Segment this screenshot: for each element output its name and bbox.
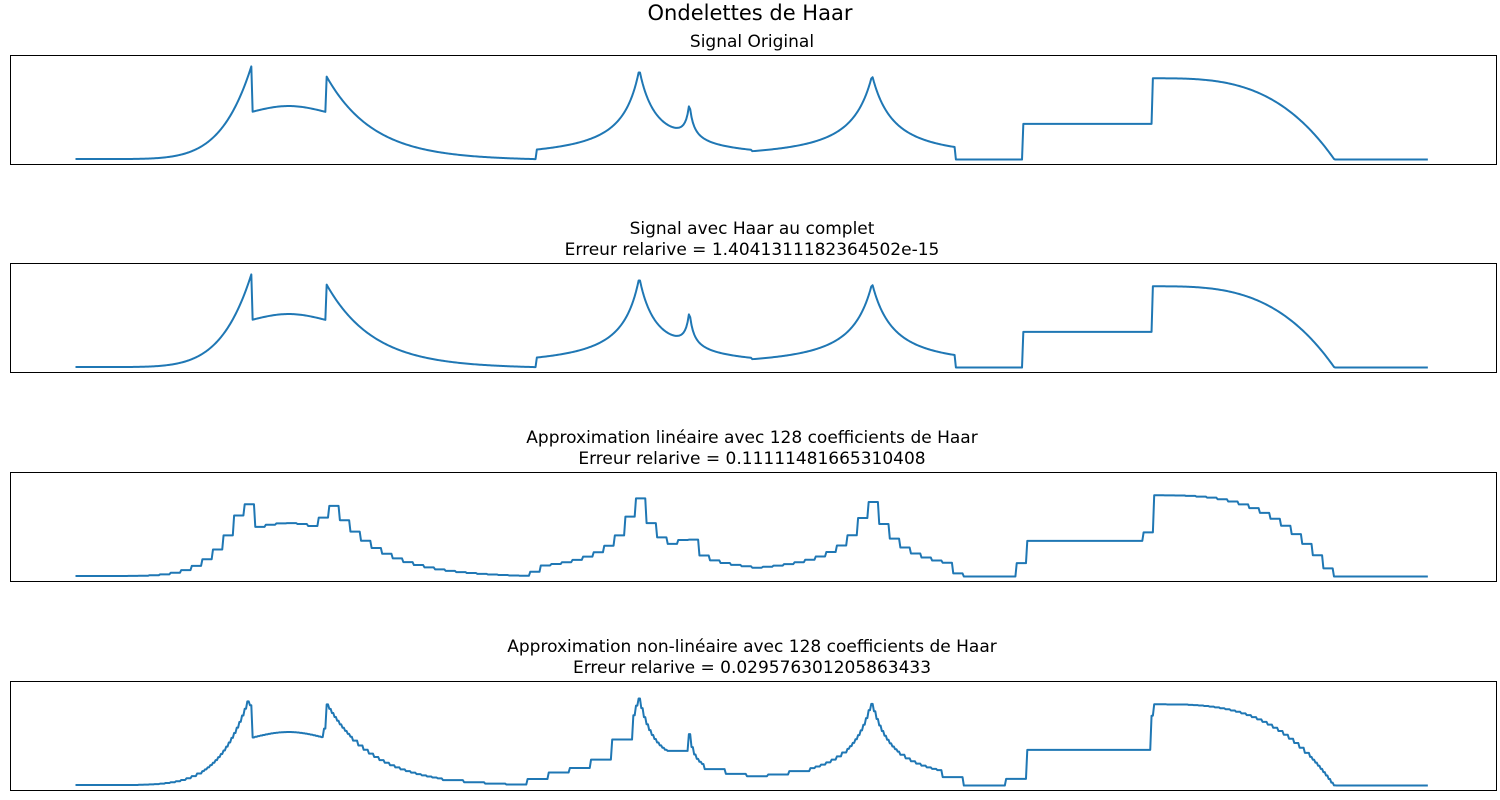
panel-3-title: Approximation linéaire avec 128 coeffici…: [526, 428, 977, 448]
panel-2-axes-frame: [10, 263, 1497, 373]
panel-4-title: Approximation non-linéaire avec 128 coef…: [507, 637, 997, 657]
panel-1-series-line: [75, 65, 1428, 161]
panel-2-title: Signal avec Haar au complet: [630, 219, 875, 239]
panel-4-error-label: Erreur relarive = 0.029576301205863433: [573, 658, 931, 678]
panel-3-axes-frame: [10, 472, 1497, 582]
panel-2-error-label: Erreur relarive = 1.4041311182364502e-15: [565, 240, 940, 260]
panel-haar-complete: Signal avec Haar au complet Erreur relar…: [10, 219, 1497, 373]
panel-2-series-line: [75, 273, 1428, 369]
figure-title: Ondelettes de Haar: [648, 1, 853, 25]
panel-3-series-line: [75, 494, 1428, 578]
panel-nonlinear-approximation: Approximation non-linéaire avec 128 coef…: [10, 637, 1497, 791]
panel-1-axes-frame: [10, 55, 1497, 165]
panel-4-series-line: [75, 697, 1428, 787]
panel-signal-original: Signal Original: [10, 32, 1497, 165]
panel-3-error-label: Erreur relarive = 0.11111481665310408: [578, 449, 925, 469]
panel-4-axes-frame: [10, 681, 1497, 791]
panel-linear-approximation: Approximation linéaire avec 128 coeffici…: [10, 428, 1497, 582]
panel-1-title: Signal Original: [690, 32, 814, 52]
